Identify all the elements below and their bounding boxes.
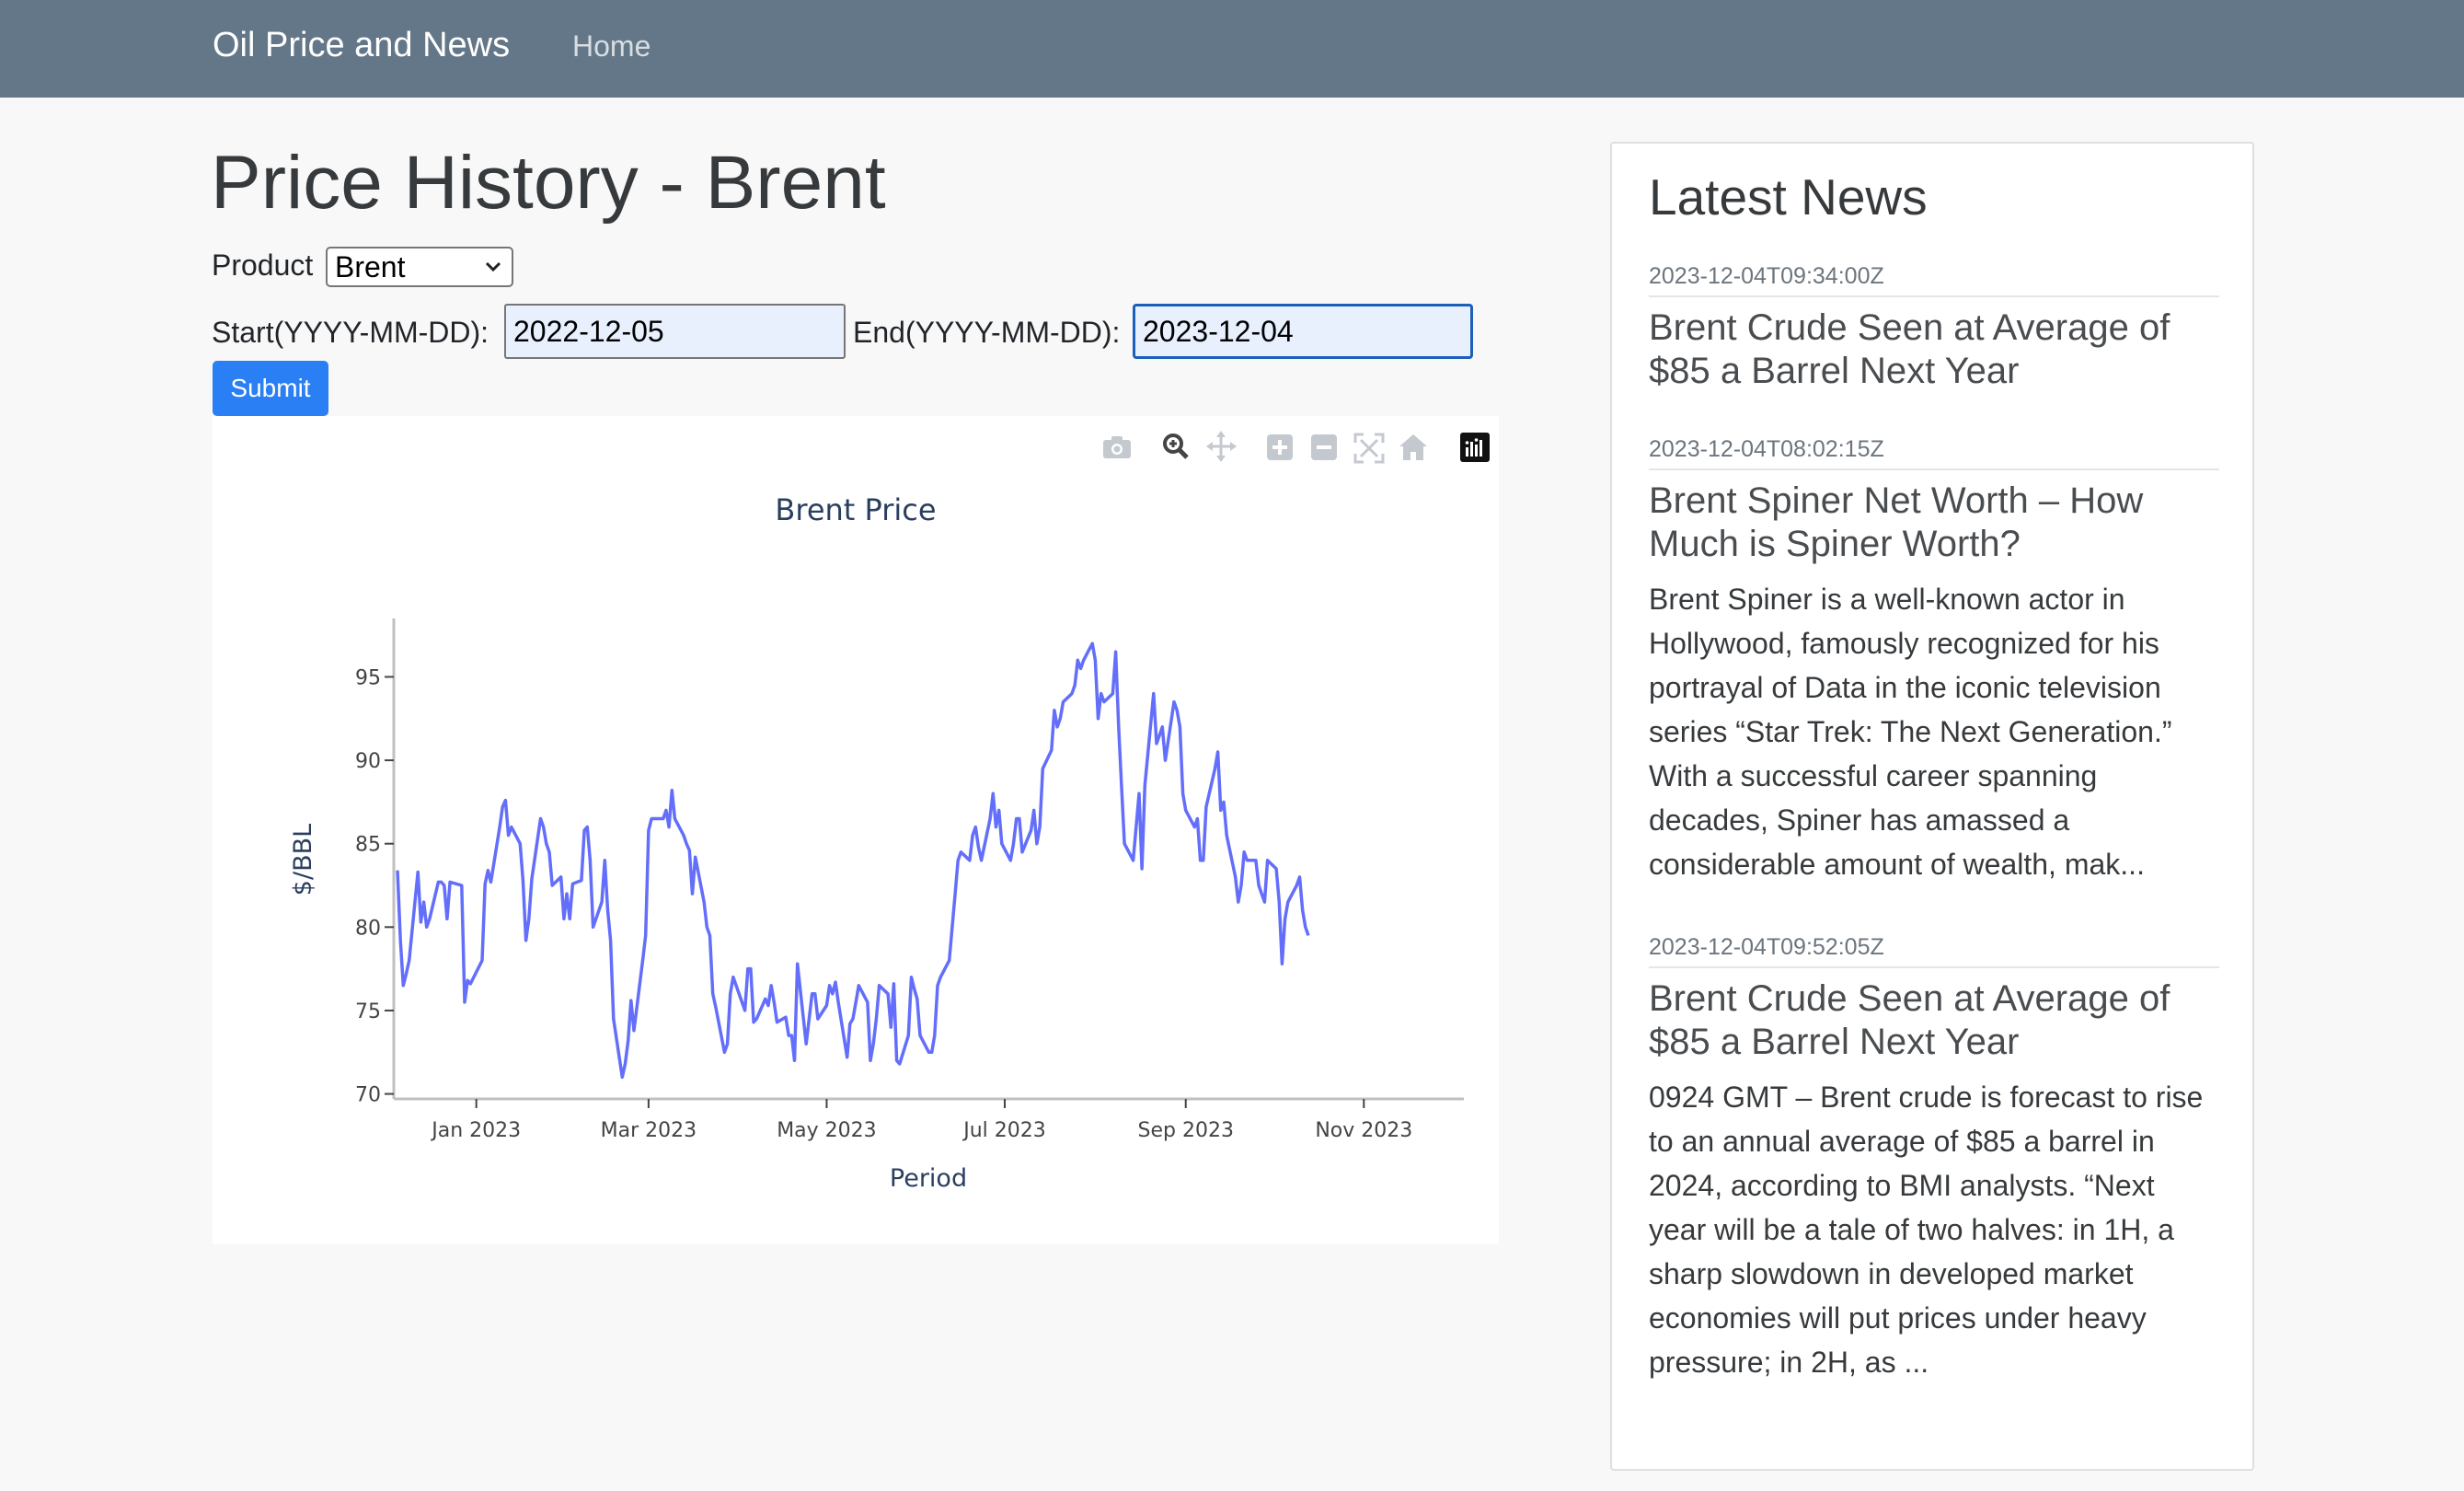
x-tick-label: Jan 2023 [430,1119,521,1142]
news-panel: Latest News 2023-12-04T09:34:00Z Brent C… [1610,142,2254,1471]
pan-icon[interactable] [1206,431,1237,462]
end-date-input[interactable]: 2023-12-04 [1133,304,1473,359]
x-tick-label: Sep 2023 [1138,1119,1234,1142]
end-date-value: 2023-12-04 [1143,314,1294,348]
news-body: Brent Spiner is a well-known actor in Ho… [1649,583,2172,881]
chart-svg: Brent Price $/BBL Period 70 75 80 85 90 95 Ja… [289,431,1490,1193]
news-body: 0924 GMT – Brent crude is forecast to ri… [1649,1081,2204,1379]
product-selected-value: Brent [335,249,406,283]
zoom-icon[interactable] [1163,433,1189,459]
news-item: 2023-12-04T08:02:15Z Brent Spiner Net Wo… [1649,436,2219,886]
plotly-logo-icon[interactable] [1460,433,1490,462]
y-tick-label: 95 [355,666,381,689]
start-date-input[interactable]: 2022-12-05 [504,304,846,359]
y-tick-label: 85 [355,834,381,857]
news-item: 2023-12-04T09:34:00Z Brent Crude Seen at… [1649,263,2219,393]
y-ticks: 70 75 80 85 90 95 [355,666,394,1107]
product-label: Product [212,248,314,282]
news-timestamp: 2023-12-04T08:02:15Z [1649,436,2219,470]
news-timestamp: 2023-12-04T09:52:05Z [1649,934,2219,968]
news-headline[interactable]: Brent Crude Seen at Average of $85 a Bar… [1649,307,2170,391]
x-tick-label: May 2023 [777,1119,876,1142]
x-tick-label: Mar 2023 [601,1119,697,1142]
product-select[interactable]: Brent [326,247,513,287]
y-tick-label: 80 [355,917,381,940]
end-label: End(YYYY-MM-DD): [853,316,1121,349]
y-tick-label: 90 [355,750,381,773]
start-label: Start(YYYY-MM-DD): [212,316,489,349]
autoscale-icon[interactable] [1353,433,1385,464]
news-headline[interactable]: Brent Spiner Net Worth – How Much is Spi… [1649,480,2144,564]
zoom-in-icon[interactable] [1267,434,1293,460]
start-date-value: 2022-12-05 [513,314,664,348]
navbar: Oil Price and News Home [0,0,2464,98]
zoom-out-icon[interactable] [1311,434,1337,460]
x-ticks: Jan 2023 Mar 2023 May 2023 Jul 2023 Sep 2023… [430,1099,1412,1142]
series-line [396,641,1310,1080]
price-series [396,641,1310,1080]
page-title: Price History - Brent [211,141,886,225]
modebar [1103,431,1490,464]
navbar-brand[interactable]: Oil Price and News [213,26,511,64]
submit-button[interactable]: Submit [213,361,328,416]
news-title: Latest News [1649,168,1928,225]
chart-title: Brent Price [775,492,936,527]
nav-home-link[interactable]: Home [572,29,651,63]
price-chart: Brent Price $/BBL Period 70 75 80 85 90 95 Ja… [213,416,1499,1244]
camera-icon[interactable] [1103,436,1131,458]
x-axis-label: Period [890,1164,967,1193]
news-timestamp: 2023-12-04T09:34:00Z [1649,263,2219,297]
y-tick-label: 75 [355,1000,381,1023]
reset-axes-icon[interactable] [1399,434,1427,460]
x-tick-label: Nov 2023 [1315,1119,1412,1142]
y-axis-label: $/BBL [289,824,317,896]
y-tick-label: 70 [355,1084,381,1107]
news-headline[interactable]: Brent Crude Seen at Average of $85 a Bar… [1649,978,2170,1062]
chevron-down-icon [485,261,501,272]
news-item: 2023-12-04T09:52:05Z Brent Crude Seen at… [1649,934,2219,1384]
x-tick-label: Jul 2023 [961,1119,1046,1142]
